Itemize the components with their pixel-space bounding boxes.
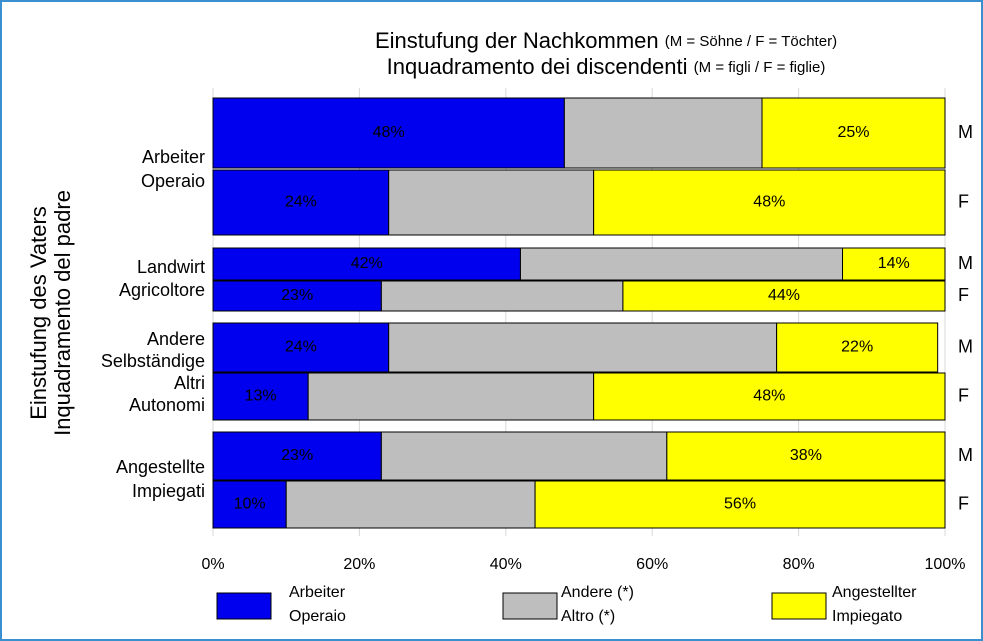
data-label: 38%: [790, 447, 822, 464]
category-label: F: [958, 385, 969, 405]
data-label: 42%: [351, 255, 383, 272]
legend-label: Operaio: [289, 608, 346, 625]
data-label: 13%: [245, 388, 277, 405]
bar-segment: [212, 247, 521, 281]
bar-segment: [593, 169, 946, 236]
category-label: F: [958, 285, 969, 305]
group-label: Angestellte: [116, 457, 205, 477]
data-label: 14%: [878, 255, 910, 272]
legend-swatch: [771, 592, 827, 620]
data-label: 23%: [281, 447, 313, 464]
bar-segment: [666, 431, 946, 481]
group-label: Impiegati: [132, 481, 205, 501]
legend-label: Impiegato: [832, 608, 902, 625]
bar-segment: [380, 431, 668, 481]
bar-segment: [307, 372, 595, 421]
bar-segment: [534, 480, 946, 529]
x-tick-label: 60%: [636, 556, 668, 573]
category-label: M: [958, 253, 973, 273]
legend-label: Andere (*): [561, 584, 634, 601]
category-label: M: [958, 122, 973, 142]
bar-segment: [622, 280, 946, 312]
bar-segment: [519, 247, 844, 281]
category-label: M: [958, 445, 973, 465]
x-tick-label: 0%: [201, 556, 224, 573]
chart-title: Einstufung der Nachkommen (M = Söhne / F…: [375, 28, 837, 53]
legend-label: Altro (*): [561, 608, 615, 625]
data-label: 56%: [724, 496, 756, 513]
y-axis-title: Einstufung des Vaters: [26, 206, 51, 420]
legend-swatch: [216, 592, 272, 620]
chart-title: Inquadramento dei discendenti (M = figli…: [387, 54, 826, 79]
bar-segment: [212, 322, 390, 373]
data-label: 24%: [285, 194, 317, 211]
data-label: 10%: [234, 496, 266, 513]
data-label: 25%: [837, 124, 869, 141]
data-label: 23%: [281, 287, 313, 304]
group-label: Operaio: [141, 171, 205, 191]
data-label: 22%: [841, 339, 873, 356]
bar-segment: [563, 97, 763, 169]
bar-segment: [212, 372, 309, 421]
category-label: M: [958, 336, 973, 356]
bar-segment: [776, 322, 939, 373]
data-label: 44%: [768, 287, 800, 304]
title-note: (M = Söhne / F = Töchter): [665, 33, 837, 50]
legend-label: Angestellter: [832, 584, 917, 601]
group-label: Agricoltore: [119, 280, 205, 300]
x-tick-label: 80%: [783, 556, 815, 573]
title-text: Inquadramento dei discendenti: [387, 54, 688, 79]
bar-segment: [842, 247, 946, 281]
group-label: Autonomi: [129, 395, 205, 415]
y-axis-title: Inquadramento del padre: [50, 190, 75, 436]
bar-segment: [388, 169, 595, 236]
legend-label: Arbeiter: [289, 584, 346, 601]
group-label: Landwirt: [137, 257, 205, 277]
bar-segment: [285, 480, 536, 529]
group-label: Andere: [147, 329, 205, 349]
category-label: F: [958, 191, 969, 211]
category-label: F: [958, 493, 969, 513]
data-label: 24%: [285, 339, 317, 356]
x-tick-label: 40%: [490, 556, 522, 573]
bar-segment: [388, 322, 778, 373]
title-note: (M = figli / F = figlie): [694, 59, 826, 76]
group-label: Arbeiter: [142, 147, 205, 167]
bar-segment: [212, 431, 382, 481]
bar-segment: [761, 97, 946, 169]
group-label: Selbständige: [101, 351, 205, 371]
bar-segment: [380, 280, 624, 312]
title-text: Einstufung der Nachkommen: [375, 28, 659, 53]
x-tick-label: 20%: [343, 556, 375, 573]
bar-segment: [593, 372, 946, 421]
data-label: 48%: [753, 194, 785, 211]
bar-segment: [212, 97, 565, 169]
bar-segment: [212, 480, 287, 529]
data-label: 48%: [753, 388, 785, 405]
bar-segment: [212, 169, 390, 236]
x-tick-label: 100%: [925, 556, 966, 573]
data-label: 48%: [373, 124, 405, 141]
group-label: Altri: [174, 373, 205, 393]
legend-swatch: [502, 592, 558, 620]
